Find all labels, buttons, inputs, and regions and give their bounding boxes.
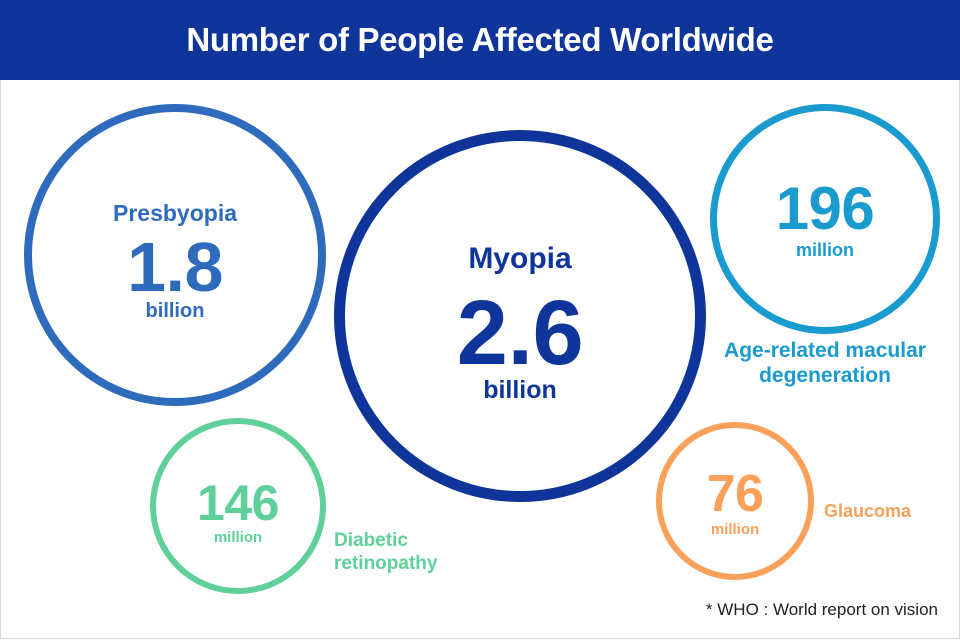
- myopia-label: Myopia: [468, 242, 572, 275]
- amd-unit: million: [796, 240, 854, 260]
- source-footnote: * WHO : World report on vision: [705, 600, 938, 619]
- glaucoma-label: Glaucoma: [824, 501, 912, 521]
- amd-label: Age-related macular degeneration: [724, 339, 926, 388]
- presbyopia-label: Presbyopia: [113, 200, 237, 226]
- bubble-amd: 196 million: [710, 104, 940, 334]
- diabetic-retinopathy-label: Diabetic retinopathy: [334, 530, 438, 574]
- amd-value: 196: [775, 175, 875, 242]
- bubble-presbyopia: Presbyopia 1.8 billion: [24, 104, 326, 406]
- bubble-myopia: Myopia 2.6 billion: [334, 130, 706, 502]
- bubble-glaucoma: 76 million: [656, 422, 814, 580]
- glaucoma-value: 76: [706, 465, 764, 523]
- presbyopia-value: 1.8: [127, 228, 223, 306]
- myopia-unit: billion: [483, 376, 557, 404]
- title-banner: Number of People Affected Worldwide: [0, 0, 960, 80]
- diabetic-retinopathy-value: 146: [197, 475, 279, 531]
- diabetic-retinopathy-unit: million: [213, 529, 263, 546]
- glaucoma-unit: million: [710, 521, 760, 538]
- myopia-value: 2.6: [456, 282, 584, 384]
- chart-title: Number of People Affected Worldwide: [186, 21, 774, 58]
- bubble-diabetic-retinopathy: 146 million: [150, 418, 326, 594]
- presbyopia-unit: billion: [145, 300, 205, 322]
